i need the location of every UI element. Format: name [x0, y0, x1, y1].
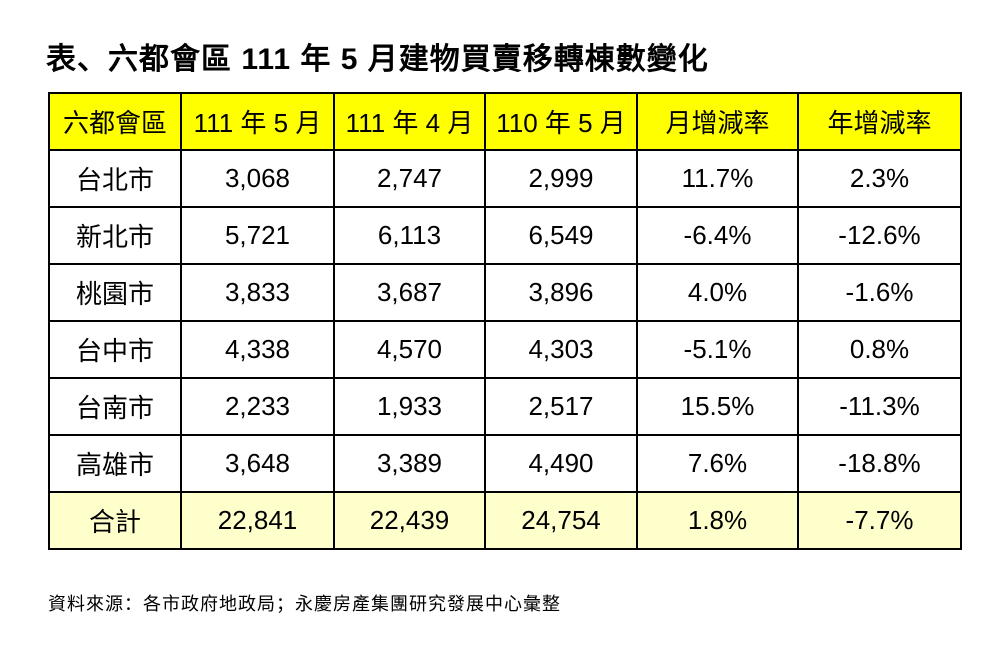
- cell: 4,570: [333, 320, 486, 379]
- cell: 月增減率: [636, 92, 799, 151]
- cell: 3,833: [180, 263, 335, 322]
- cell: 3,068: [180, 149, 335, 208]
- cell: 22,841: [180, 491, 335, 550]
- cell: 11.7%: [636, 149, 799, 208]
- cell: 2,233: [180, 377, 335, 436]
- cell: 24,754: [484, 491, 638, 550]
- table-row: 台南市 2,233 1,933 2,517 15.5% -11.3%: [48, 377, 962, 436]
- row-label: 合計: [48, 491, 182, 550]
- table-row: 桃園市 3,833 3,687 3,896 4.0% -1.6%: [48, 263, 962, 322]
- cell: -6.4%: [636, 206, 799, 265]
- cell: 110 年 5 月: [484, 92, 638, 151]
- cell: 4,303: [484, 320, 638, 379]
- cell: 6,113: [333, 206, 486, 265]
- title: 表、六都會區 111 年 5 月建物買賣移轉棟數變化: [46, 43, 709, 76]
- cell: 111 年 5 月: [180, 92, 335, 151]
- table-row: 新北市 5,721 6,113 6,549 -6.4% -12.6%: [48, 206, 962, 265]
- row-label: 台北市: [48, 149, 182, 208]
- total-row: 合計 22,841 22,439 24,754 1.8% -7.7%: [48, 491, 962, 550]
- cell: -7.7%: [797, 491, 962, 550]
- cell: 22,439: [333, 491, 486, 550]
- cell: -18.8%: [797, 434, 962, 493]
- cell: 3,896: [484, 263, 638, 322]
- cell: 3,687: [333, 263, 486, 322]
- cell: -12.6%: [797, 206, 962, 265]
- table-row: 台中市 4,338 4,570 4,303 -5.1% 0.8%: [48, 320, 962, 379]
- cell: 3,648: [180, 434, 335, 493]
- cell: 4,338: [180, 320, 335, 379]
- cell: 4.0%: [636, 263, 799, 322]
- cell: 4,490: [484, 434, 638, 493]
- cell: 2,517: [484, 377, 638, 436]
- cell: 15.5%: [636, 377, 799, 436]
- table-row: 高雄市 3,648 3,389 4,490 7.6% -18.8%: [48, 434, 962, 493]
- cell: -11.3%: [797, 377, 962, 436]
- cell: -5.1%: [636, 320, 799, 379]
- cell: 7.6%: [636, 434, 799, 493]
- cell: 0.8%: [797, 320, 962, 379]
- row-label: 新北市: [48, 206, 182, 265]
- row-label: 六都會區: [48, 92, 182, 151]
- cell: 2,999: [484, 149, 638, 208]
- row-label: 高雄市: [48, 434, 182, 493]
- cell: 年增減率: [797, 92, 962, 151]
- cell: 1,933: [333, 377, 486, 436]
- table-row: 台北市 3,068 2,747 2,999 11.7% 2.3%: [48, 149, 962, 208]
- row-label: 桃園市: [48, 263, 182, 322]
- cell: 111 年 4 月: [333, 92, 486, 151]
- cell: 2,747: [333, 149, 486, 208]
- header-row: 六都會區 111 年 5 月 111 年 4 月 110 年 5 月月增減率 年增減率: [48, 92, 962, 151]
- cell: 2.3%: [797, 149, 962, 208]
- row-label: 台中市: [48, 320, 182, 379]
- cell: 1.8%: [636, 491, 799, 550]
- row-label: 台南市: [48, 377, 182, 436]
- source-note: 資料來源：各市政府地政局；永慶房產集團研究發展中心彙整: [48, 594, 561, 614]
- cell: 3,389: [333, 434, 486, 493]
- cell: 5,721: [180, 206, 335, 265]
- cell: 6,549: [484, 206, 638, 265]
- cell: -1.6%: [797, 263, 962, 322]
- data-table: 六都會區 111 年 5 月 111 年 4 月 110 年 5 月月增減率 年增減率台…: [48, 92, 962, 550]
